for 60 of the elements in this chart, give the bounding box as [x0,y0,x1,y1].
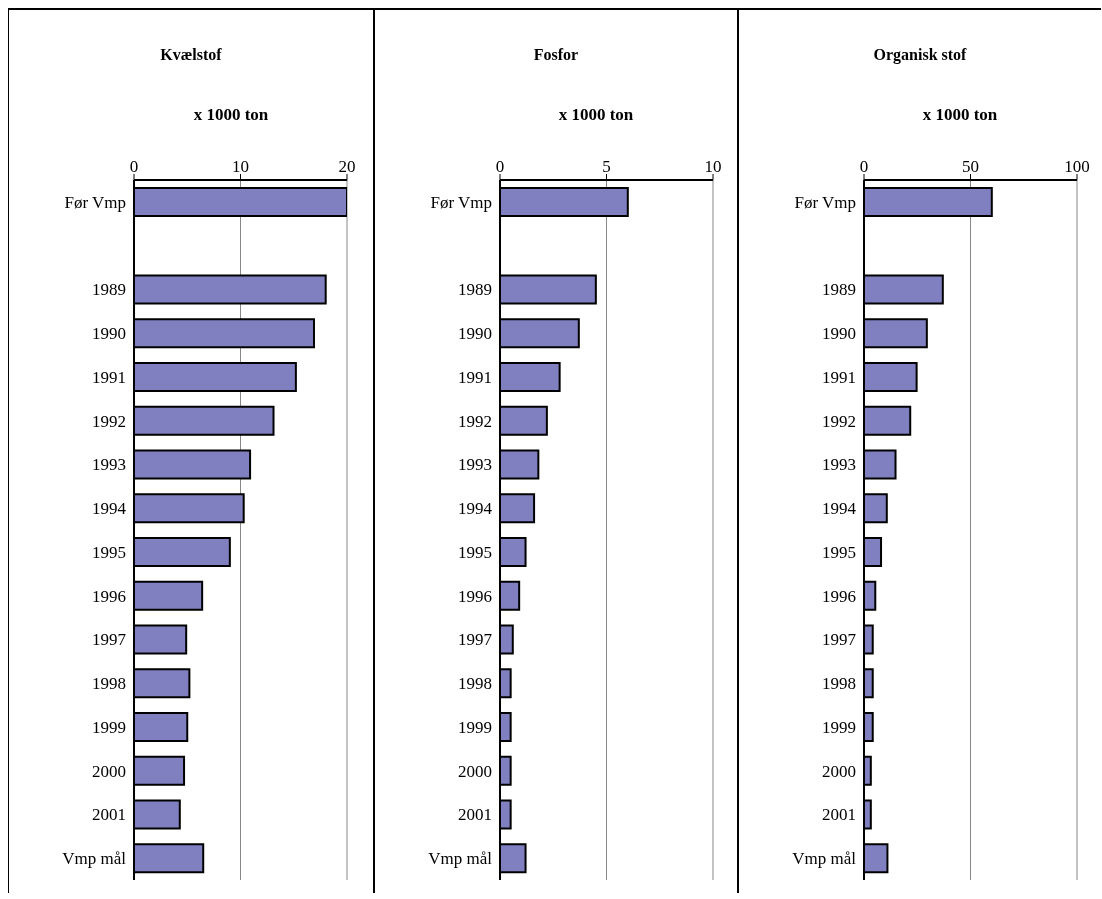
y-tick-label: 2000 [92,761,126,781]
y-tick-label: 1994 [458,499,493,519]
x-tick-label: 10 [704,157,722,176]
y-tick-label: 1995 [92,542,126,562]
y-tick-label: 2001 [458,805,492,825]
y-tick-label: 1998 [822,674,856,694]
y-tick-label: 2000 [458,761,492,781]
y-tick-label: 1990 [458,324,492,344]
x-tick-label: 100 [1064,157,1090,176]
y-tick-label: 1989 [92,280,126,300]
y-tick-label: 1991 [822,367,856,387]
x-axis-title: x 1000 ton [921,105,999,126]
chart-title: Kvælstof [159,45,223,65]
x-tick-label: 0 [129,157,139,176]
y-tick-label: 1993 [92,455,126,475]
y-tick-label: 1991 [458,367,492,387]
y-tick-label: Vmp mål [428,849,493,869]
y-tick-label: 1996 [458,586,492,606]
y-tick-label: 1999 [92,717,126,737]
y-tick-label: Før Vmp [794,192,856,212]
y-tick-label: 1999 [822,717,856,737]
x-axis-title: x 1000 ton [192,105,270,126]
y-tick-label: Vmp mål [792,849,857,869]
chart-title: Organisk stof [872,45,968,66]
y-tick-label: Før Vmp [64,192,126,212]
x-tick-label: 5 [602,157,611,176]
y-tick-label: 1990 [822,324,856,344]
x-tick-label: 0 [495,157,505,176]
y-tick-label: 1995 [458,542,492,562]
x-tick-label: 50 [962,157,979,176]
y-tick-label: 1992 [458,411,492,431]
y-tick-label: 1991 [92,367,126,387]
y-tick-label: 1989 [822,280,856,300]
y-tick-label: 1989 [458,280,492,300]
y-tick-label: 1993 [822,455,856,475]
y-tick-label: 2000 [822,761,856,781]
y-tick-label: 1999 [458,717,492,737]
x-tick-label: 10 [232,157,249,176]
y-tick-label: 1998 [458,674,492,694]
y-tick-label: 1998 [92,674,126,694]
y-tick-label: 1994 [92,499,127,519]
y-tick-label: 1996 [92,586,126,606]
y-tick-label: 1992 [822,411,856,431]
y-tick-label: 1992 [92,411,126,431]
y-tick-label: 1994 [822,499,857,519]
y-tick-label: 1997 [92,630,127,650]
y-tick-label: 1996 [822,586,856,606]
y-tick-label: 1995 [822,542,856,562]
y-tick-label: 2001 [92,805,126,825]
x-tick-label: 20 [338,157,356,176]
y-tick-label: 1993 [458,455,492,475]
y-tick-label: Vmp mål [62,849,127,869]
y-tick-label: 2001 [822,805,856,825]
y-tick-label: Før Vmp [430,192,492,212]
x-tick-label: 0 [859,157,869,176]
y-tick-label: 1997 [458,630,493,650]
y-tick-label: 1997 [822,630,857,650]
x-axis-title: x 1000 ton [557,105,635,126]
y-tick-label: 1990 [92,324,126,344]
chart-title: Fosfor [532,45,580,65]
